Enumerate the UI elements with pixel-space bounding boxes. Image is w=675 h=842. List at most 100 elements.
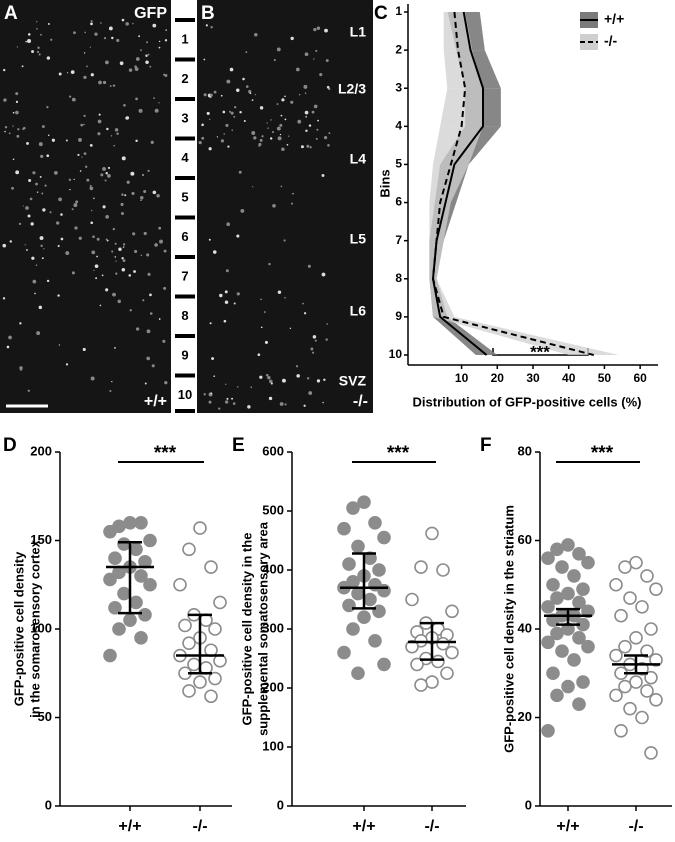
- speckle: [250, 386, 253, 389]
- speckle: [78, 137, 82, 142]
- y-tick-label: 40: [518, 620, 532, 635]
- speckle: [41, 257, 44, 260]
- data-point: [182, 636, 196, 650]
- x-tick-label: 20: [491, 371, 505, 385]
- speckle: [144, 382, 147, 385]
- speckle: [121, 257, 124, 260]
- speckle: [6, 345, 10, 349]
- speckle: [259, 106, 264, 110]
- speckle: [305, 115, 307, 118]
- ruler-bar: [175, 215, 195, 220]
- data-point: [108, 600, 122, 615]
- speckle: [251, 99, 254, 102]
- data-point: [445, 604, 459, 619]
- speckle: [238, 170, 242, 174]
- speckle: [116, 132, 119, 135]
- layer-label: L2/3: [338, 81, 366, 97]
- data-point: [635, 710, 649, 725]
- speckle: [312, 351, 315, 354]
- genotype-label: +/+: [144, 393, 167, 410]
- speckle: [315, 137, 318, 140]
- speckle: [222, 110, 226, 114]
- speckle: [284, 118, 287, 121]
- speckle: [67, 72, 69, 74]
- data-point: [561, 586, 575, 601]
- speckle: [149, 293, 152, 297]
- bin-number: 5: [181, 189, 188, 204]
- speckle: [50, 38, 53, 41]
- speckle: [114, 242, 117, 245]
- speckle: [15, 170, 20, 175]
- x-tick-label: -/-: [424, 818, 439, 835]
- speckle: [36, 191, 39, 193]
- speckle: [53, 171, 58, 175]
- speckle: [86, 178, 90, 182]
- speckle: [305, 129, 308, 133]
- data-point: [346, 501, 360, 515]
- speckle: [268, 396, 273, 401]
- data-point: [363, 592, 377, 607]
- speckle: [94, 32, 98, 36]
- speckle: [141, 173, 145, 177]
- speckle: [213, 90, 217, 94]
- speckle: [164, 380, 168, 385]
- speckle: [322, 401, 324, 404]
- x-axis-title: Distribution of GFP-positive cells (%): [413, 394, 642, 409]
- speckle: [16, 46, 18, 48]
- data-point: [414, 560, 428, 574]
- speckle: [47, 23, 50, 25]
- data-point: [204, 689, 218, 704]
- speckle: [96, 237, 100, 241]
- speckle: [152, 190, 157, 195]
- ruler-bar: [175, 294, 195, 299]
- speckle: [111, 36, 114, 40]
- significance: ***: [591, 443, 614, 464]
- data-point: [368, 515, 382, 530]
- speckle: [321, 174, 325, 177]
- speckle: [26, 249, 28, 251]
- speckle: [135, 327, 140, 331]
- speckle: [124, 194, 127, 197]
- speckle: [261, 135, 264, 138]
- speckle: [104, 179, 107, 182]
- speckle: [269, 379, 273, 384]
- layer-label: SVZ: [339, 373, 367, 389]
- speckle: [240, 209, 245, 213]
- speckle: [84, 165, 88, 168]
- speckle: [89, 144, 93, 147]
- speckle: [47, 134, 50, 137]
- speckle: [73, 31, 76, 35]
- data-point: [193, 521, 207, 535]
- speckle: [205, 24, 208, 27]
- data-point: [173, 577, 187, 592]
- speckle: [234, 105, 237, 109]
- speckle: [15, 100, 19, 104]
- speckle: [21, 65, 24, 68]
- speckle: [298, 93, 301, 96]
- speckle: [260, 326, 263, 329]
- speckle: [75, 200, 79, 204]
- speckle: [140, 196, 144, 200]
- y-axis-title: GFP-positive cell density in the: [239, 533, 254, 726]
- speckle: [113, 145, 115, 147]
- speckle: [245, 85, 249, 88]
- speckle: [303, 84, 308, 89]
- data-point: [541, 635, 555, 650]
- speckle: [249, 92, 252, 95]
- speckle: [105, 288, 109, 292]
- speckle: [233, 302, 236, 305]
- speckle: [213, 375, 216, 378]
- speckle: [15, 92, 19, 96]
- bin-number: 9: [181, 347, 188, 362]
- speckle: [135, 139, 138, 143]
- data-point: [623, 591, 637, 605]
- speckle: [36, 331, 41, 336]
- speckle: [279, 123, 283, 127]
- y-tick-label: 100: [30, 620, 52, 635]
- speckle: [44, 184, 47, 187]
- data-point: [138, 608, 152, 622]
- x-tick-label: +/+: [556, 818, 579, 835]
- speckle: [86, 65, 88, 68]
- speckle: [146, 329, 151, 334]
- bin-number: 10: [178, 387, 192, 402]
